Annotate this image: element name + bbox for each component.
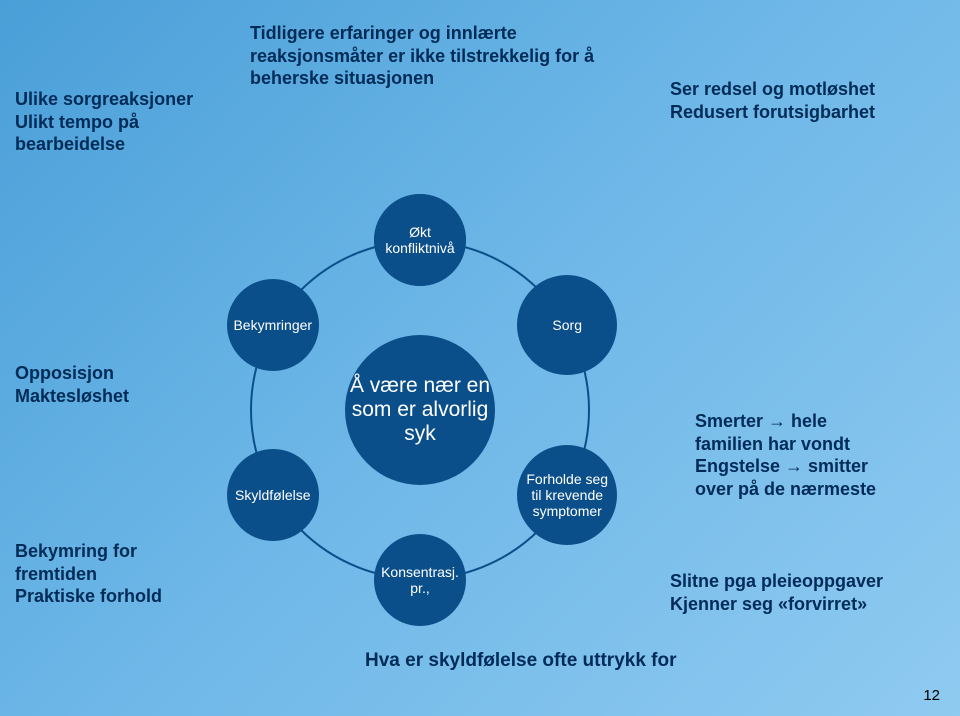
annotation-bot-left: Bekymring forfremtidenPraktiske forhold bbox=[15, 540, 162, 608]
satellite-skyld: Skyldfølelse bbox=[227, 449, 319, 541]
center-node: Å være nær en som er alvorlig syk bbox=[345, 335, 495, 485]
bottom-question: Hva er skyldfølelse ofte uttrykk for bbox=[365, 650, 677, 672]
annotation-mid-right: Smerter → helefamilien har vondtEngstels… bbox=[695, 410, 876, 500]
annotation-line: fremtiden bbox=[15, 563, 162, 586]
satellite-forholde: Forholde seg til krevende symptomer bbox=[517, 445, 617, 545]
annotation-top-left: Ulike sorgreaksjonerUlikt tempo påbearbe… bbox=[15, 88, 193, 156]
annotation-line: Opposisjon bbox=[15, 362, 129, 385]
satellite-konflikt: Økt konfliktnivå bbox=[374, 194, 466, 286]
annotation-line: Engstelse → smitter bbox=[695, 455, 876, 478]
satellite-konflikt-label: Økt konfliktnivå bbox=[380, 224, 460, 256]
satellite-bekymringer-label: Bekymringer bbox=[233, 317, 312, 333]
annotation-bot-right: Slitne pga pleieoppgaverKjenner seg «for… bbox=[670, 570, 883, 615]
annotation-line: Redusert forutsigbarhet bbox=[670, 101, 875, 124]
annotation-line: reaksjonsmåter er ikke tilstrekkelig for… bbox=[250, 45, 594, 68]
center-node-label: Å være nær en som er alvorlig syk bbox=[345, 374, 495, 446]
page-number: 12 bbox=[923, 687, 940, 704]
satellite-skyld-label: Skyldfølelse bbox=[235, 487, 310, 503]
satellite-sorg-label: Sorg bbox=[552, 317, 582, 333]
annotation-line: Slitne pga pleieoppgaver bbox=[670, 570, 883, 593]
bottom-question-text: Hva er skyldfølelse ofte uttrykk for bbox=[365, 650, 677, 671]
annotation-line: Ulikt tempo på bbox=[15, 111, 193, 134]
satellite-bekymringer: Bekymringer bbox=[227, 279, 319, 371]
annotation-line: familien har vondt bbox=[695, 433, 876, 456]
annotation-line: over på de nærmeste bbox=[695, 478, 876, 501]
page-number-value: 12 bbox=[923, 687, 940, 704]
annotation-line: Maktesløshet bbox=[15, 385, 129, 408]
satellite-sorg: Sorg bbox=[521, 279, 613, 371]
annotation-line: bearbeidelse bbox=[15, 133, 193, 156]
annotation-top-center: Tidligere erfaringer og innlærtereaksjon… bbox=[250, 22, 594, 90]
annotation-mid-left: OpposisjonMaktesløshet bbox=[15, 362, 129, 407]
satellite-konsentrasj-label: Konsentrasj. pr., bbox=[380, 564, 460, 596]
annotation-line: Ulike sorgreaksjoner bbox=[15, 88, 193, 111]
annotation-line: beherske situasjonen bbox=[250, 67, 594, 90]
annotation-line: Kjenner seg «forvirret» bbox=[670, 593, 883, 616]
annotation-line: Smerter → hele bbox=[695, 410, 876, 433]
annotation-line: Praktiske forhold bbox=[15, 585, 162, 608]
satellite-konsentrasj: Konsentrasj. pr., bbox=[374, 534, 466, 626]
satellite-forholde-label: Forholde seg til krevende symptomer bbox=[523, 471, 611, 519]
annotation-top-right: Ser redsel og motløshetRedusert forutsig… bbox=[670, 78, 875, 123]
annotation-line: Ser redsel og motløshet bbox=[670, 78, 875, 101]
annotation-line: Tidligere erfaringer og innlærte bbox=[250, 22, 594, 45]
annotation-line: Bekymring for bbox=[15, 540, 162, 563]
